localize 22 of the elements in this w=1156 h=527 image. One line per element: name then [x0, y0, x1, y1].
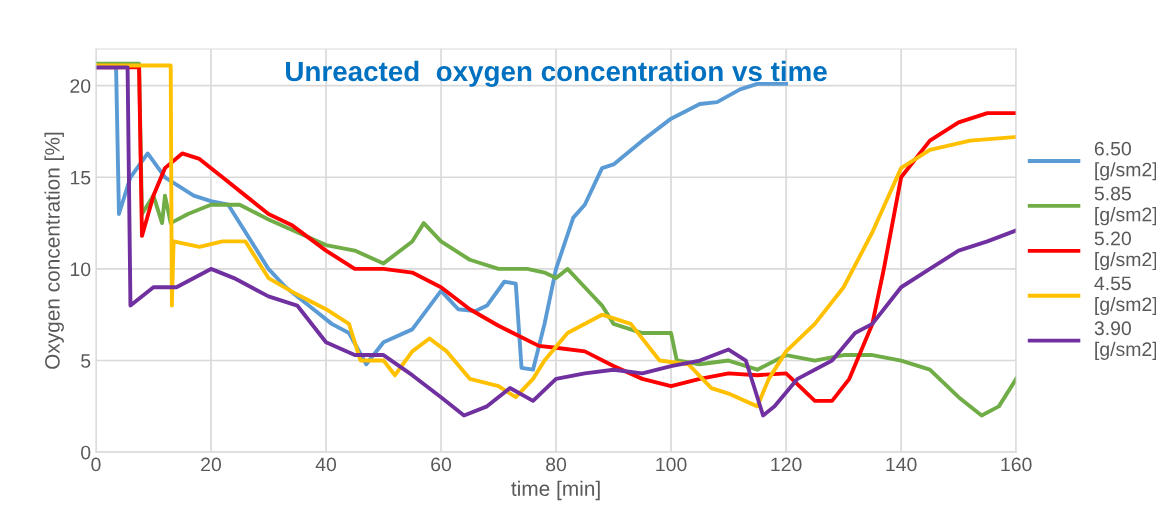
chart-title: Unreacted oxygen concentration vs time: [286, 60, 827, 87]
x-tick-label: 160: [1001, 457, 1032, 472]
x-tick-label: 140: [886, 457, 917, 472]
x-tick-label: 100: [656, 457, 687, 472]
x-tick-label: 40: [315, 457, 337, 472]
legend-label: 5.20 [g/sm2]: [1094, 231, 1156, 271]
y-tick-label: 20: [70, 79, 91, 93]
legend-label: 5.85 [g/sm2]: [1094, 186, 1156, 226]
x-tick-label: 80: [546, 457, 567, 472]
y-tick-label: 0: [81, 445, 91, 460]
legend-label: 6.50 [g/sm2]: [1094, 141, 1156, 181]
y-axis-title: Oxygen concentration [%]: [44, 132, 64, 369]
legend-label: 3.90 [g/sm2]: [1094, 321, 1156, 360]
x-tick-label: 0: [91, 457, 101, 472]
y-tick-label: 5: [81, 354, 91, 368]
x-tick-label: 20: [201, 457, 222, 472]
x-axis-title: time [min]: [511, 480, 600, 501]
legend-label: 4.55 [g/sm2]: [1094, 276, 1156, 316]
x-tick-label: 120: [771, 457, 802, 472]
x-tick-label: 60: [431, 457, 452, 472]
y-tick-label: 15: [70, 170, 91, 185]
y-tick-label: 10: [70, 262, 91, 277]
